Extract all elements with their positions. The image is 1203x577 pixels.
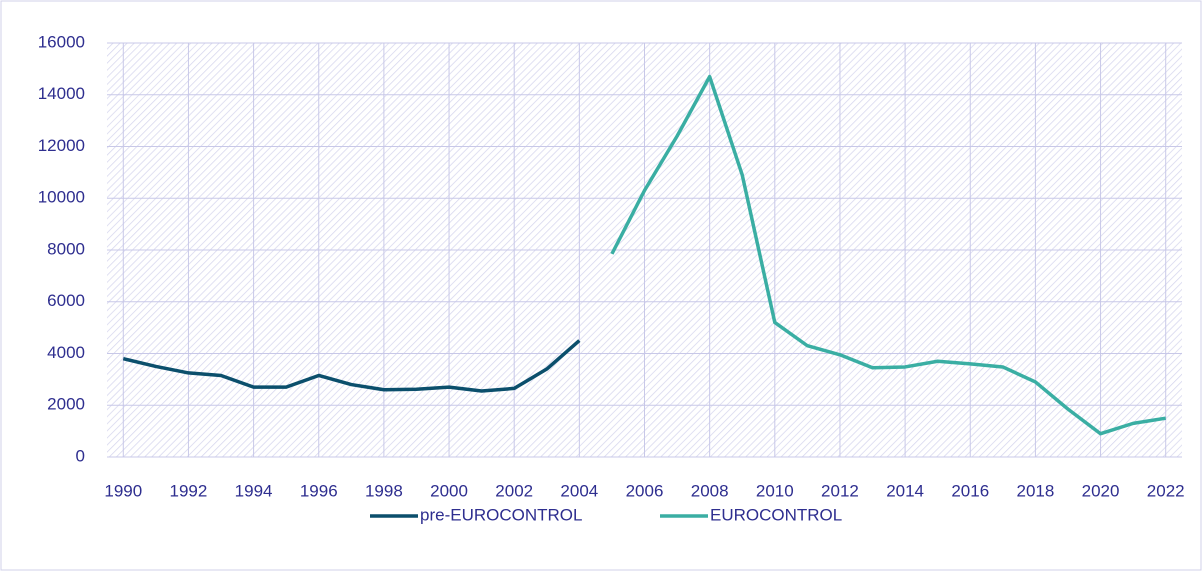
legend-label: EUROCONTROL [710, 505, 842, 524]
x-tick-label: 1996 [300, 481, 338, 500]
x-tick-label: 2022 [1147, 481, 1185, 500]
y-tick-label: 2000 [47, 395, 85, 414]
x-tick-label: 1990 [104, 481, 142, 500]
y-tick-label: 16000 [38, 32, 85, 51]
y-tick-label: 6000 [47, 291, 85, 310]
x-tick-label: 2006 [626, 481, 664, 500]
x-tick-label: 2008 [691, 481, 729, 500]
legend-label: pre-EUROCONTROL [420, 505, 582, 524]
x-tick-label: 2014 [886, 481, 924, 500]
x-tick-label: 2004 [560, 481, 598, 500]
y-tick-label: 12000 [38, 136, 85, 155]
x-tick-label: 1994 [235, 481, 273, 500]
x-tick-label: 2012 [821, 481, 859, 500]
x-tick-label: 2010 [756, 481, 794, 500]
series-line [122, 339, 581, 393]
y-tick-label: 10000 [38, 188, 85, 207]
x-tick-label: 1998 [365, 481, 403, 500]
y-tick-label: 4000 [47, 343, 85, 362]
x-tick-label: 2020 [1082, 481, 1120, 500]
y-tick-label: 0 [76, 446, 85, 465]
x-tick-label: 2002 [495, 481, 533, 500]
y-tick-label: 8000 [47, 239, 85, 258]
x-tick-label: 2000 [430, 481, 468, 500]
x-tick-label: 2016 [951, 481, 989, 500]
series-line [610, 74, 1166, 436]
y-tick-label: 14000 [38, 84, 85, 103]
x-tick-label: 1992 [170, 481, 208, 500]
x-tick-label: 2018 [1016, 481, 1054, 500]
